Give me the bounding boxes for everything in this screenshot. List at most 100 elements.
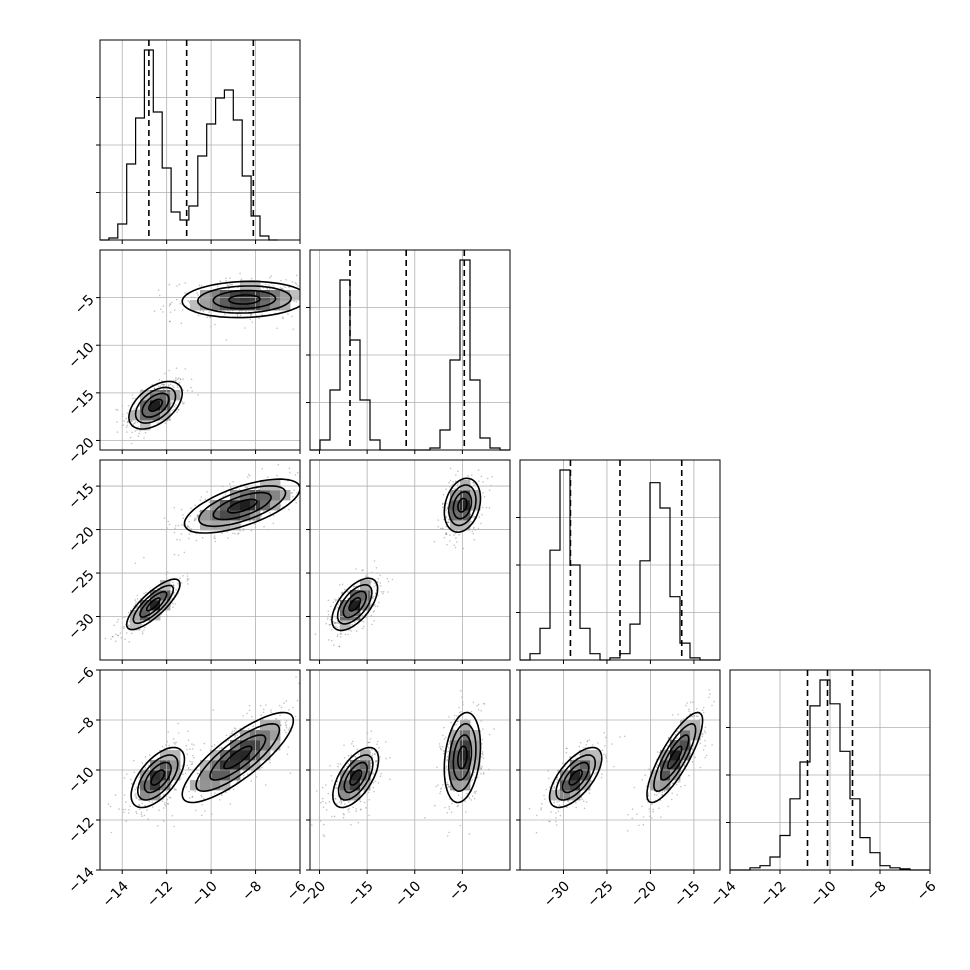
scatter-point (708, 696, 710, 699)
scatter-point (192, 754, 194, 757)
scatter-point (134, 397, 136, 400)
scatter-point (282, 285, 285, 287)
scatter-point (236, 781, 239, 783)
scatter-point (356, 748, 359, 751)
scatter-point (188, 790, 190, 793)
scatter-point (486, 477, 489, 480)
scatter-point (223, 313, 226, 316)
scatter-point (127, 420, 130, 423)
density-cell (140, 610, 151, 621)
scatter-point (550, 811, 552, 813)
scatter-point (555, 817, 557, 819)
scatter-point (123, 626, 125, 628)
scatter-point (176, 411, 178, 414)
scatter-point (379, 574, 381, 577)
scatter-point (439, 790, 442, 793)
scatter-point (372, 772, 374, 774)
scatter-point (176, 538, 178, 541)
scatter-point (249, 318, 252, 321)
density-cell (140, 410, 151, 421)
scatter-point (557, 778, 559, 781)
scatter-point (480, 475, 483, 478)
scatter-point (289, 727, 291, 729)
density-cell (220, 510, 231, 521)
scatter-point (604, 736, 607, 739)
scatter-point (376, 743, 378, 745)
scatter-point (647, 794, 650, 796)
x-tick-label: −30 (541, 878, 573, 910)
scatter-point (136, 421, 139, 424)
scatter-point (281, 310, 283, 312)
scatter-point (334, 621, 337, 624)
scatter-point (196, 292, 198, 294)
scatter-point (373, 790, 375, 793)
scatter-point (462, 547, 465, 550)
scatter-point (141, 633, 144, 635)
scatter-point (272, 285, 275, 287)
scatter-point (316, 790, 318, 792)
scatter-point (559, 814, 562, 817)
scatter-point (227, 739, 230, 742)
scatter-point (153, 310, 156, 312)
scatter-point (169, 311, 172, 314)
scatter-point (647, 792, 650, 794)
contour-line (337, 754, 374, 801)
density-cell (460, 720, 471, 731)
scatter-point (341, 583, 344, 586)
scatter-point (280, 279, 282, 282)
scatter-point (329, 624, 332, 626)
scatter-point (122, 627, 125, 630)
density-cell (360, 590, 371, 601)
scatter-point (372, 786, 375, 789)
scatter-point (173, 825, 175, 828)
scatter-point (232, 788, 235, 791)
scatter-point (285, 720, 288, 722)
scatter-point (483, 703, 486, 705)
scatter-point (545, 788, 547, 791)
density-cell (210, 520, 221, 531)
scatter-point (245, 310, 247, 313)
density-cell (200, 510, 211, 521)
scatter-point (375, 764, 378, 767)
scatter-point (374, 780, 377, 783)
scatter-point (692, 701, 694, 703)
scatter-point (441, 745, 444, 748)
scatter-point (322, 806, 325, 809)
scatter-point (450, 811, 453, 814)
scatter-point (172, 581, 174, 584)
scatter-point (565, 747, 568, 750)
scatter-point (651, 803, 653, 806)
scatter-point (380, 772, 383, 775)
scatter-point (177, 583, 180, 586)
scatter-point (227, 285, 229, 287)
scatter-point (371, 754, 374, 757)
scatter-point (448, 481, 450, 484)
scatter-point (488, 507, 491, 509)
scatter-point (371, 753, 374, 755)
scatter-point (663, 790, 666, 793)
scatter-point (386, 577, 389, 580)
scatter-point (275, 717, 277, 720)
scatter-point (133, 759, 135, 762)
scatter-point (447, 519, 450, 521)
scatter-point (236, 315, 239, 317)
density-cell (660, 770, 671, 781)
scatter-point (351, 623, 353, 626)
scatter-point (172, 584, 175, 587)
scatter-point (372, 595, 375, 598)
scatter-point (135, 810, 137, 813)
scatter-point (451, 802, 453, 805)
scatter-point (260, 515, 263, 517)
scatter-point (373, 585, 376, 588)
density-cell (230, 510, 241, 521)
contour-line (183, 478, 300, 534)
scatter-point (134, 603, 137, 606)
scatter-point (375, 592, 377, 594)
scatter-point (283, 729, 286, 732)
density-cell (260, 480, 271, 491)
scatter-point (126, 421, 129, 424)
scatter-point (613, 765, 615, 768)
scatter-point (443, 752, 445, 755)
scatter-point (200, 285, 203, 287)
scatter-point (339, 636, 342, 638)
